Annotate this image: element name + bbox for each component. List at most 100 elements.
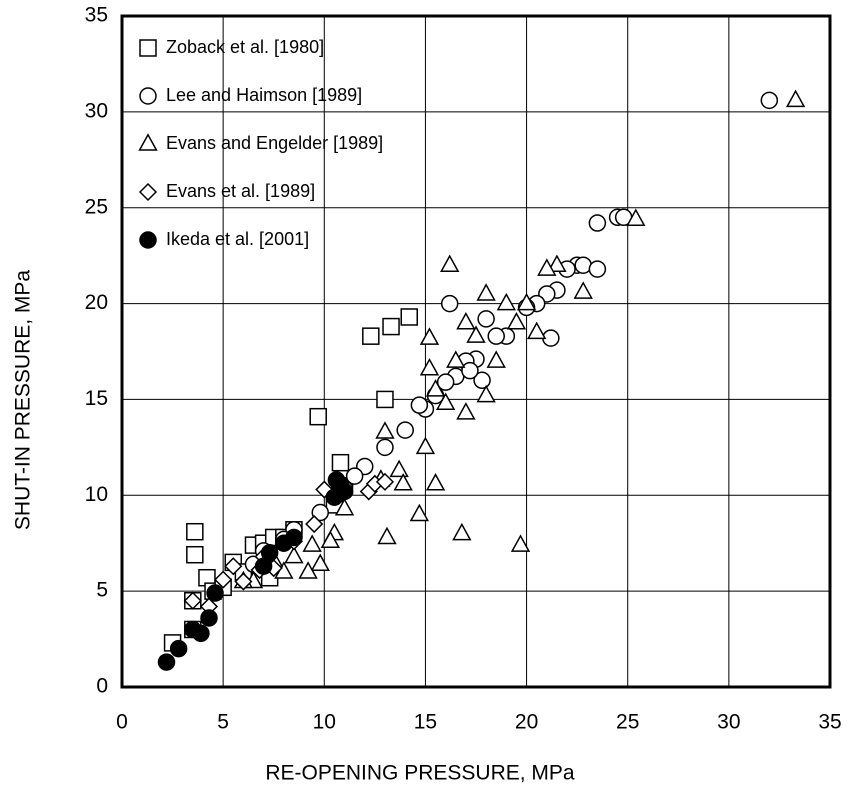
point — [382, 317, 400, 336]
point — [200, 609, 218, 627]
point — [419, 327, 440, 345]
point — [362, 327, 380, 345]
plot-frame — [120, 14, 832, 689]
point — [425, 379, 446, 397]
point — [456, 402, 476, 420]
point — [588, 260, 607, 278]
point — [186, 522, 204, 541]
point — [311, 503, 329, 522]
y-tick-label: 35 — [85, 4, 108, 27]
y-tick-label: 25 — [85, 195, 108, 218]
point — [496, 292, 517, 311]
y-tick-label: 20 — [85, 291, 108, 314]
y-tick-label: 0 — [96, 675, 108, 698]
point — [377, 526, 397, 545]
point — [284, 545, 304, 564]
x-tick-label: 0 — [116, 711, 128, 734]
y-axis-title: SHUT-IN PRESSURE, MPa — [12, 270, 35, 531]
point — [425, 473, 446, 491]
point — [435, 392, 456, 411]
legend-text: Zoback et al. [1980] — [166, 37, 324, 57]
y-tick-label: 15 — [85, 387, 108, 410]
point — [419, 358, 440, 376]
legend-text: Evans and Engelder [1989] — [166, 133, 383, 153]
x-tick-label: 20 — [515, 711, 538, 734]
point — [192, 624, 210, 643]
point — [327, 471, 346, 489]
point — [393, 473, 413, 491]
point — [320, 530, 341, 549]
y-tick-label: 10 — [85, 483, 108, 506]
point — [309, 407, 327, 426]
point — [516, 292, 537, 311]
point — [476, 283, 496, 301]
legend-marker — [138, 182, 158, 202]
point — [302, 534, 322, 552]
point — [760, 91, 779, 110]
point — [476, 384, 496, 403]
point — [510, 534, 531, 552]
point — [573, 281, 593, 299]
point — [506, 311, 527, 330]
point — [305, 514, 324, 534]
point — [376, 390, 394, 409]
legend-marker — [138, 133, 158, 151]
point — [415, 436, 436, 455]
point — [410, 396, 429, 414]
point — [487, 327, 505, 345]
point — [436, 373, 455, 391]
point — [473, 371, 491, 390]
legend-text: Lee and Haimson [1989] — [166, 85, 362, 105]
point — [456, 311, 476, 330]
x-tick-label: 5 — [217, 711, 229, 734]
point — [440, 294, 459, 313]
point — [206, 584, 224, 602]
point — [169, 639, 188, 658]
x-tick-label: 25 — [616, 711, 639, 734]
point — [389, 459, 409, 478]
point — [396, 421, 414, 439]
point — [157, 653, 176, 671]
y-tick-label: 30 — [85, 99, 108, 122]
plot-points — [157, 89, 806, 671]
legend-text: Ikeda et al. [2001] — [166, 229, 309, 249]
x-axis-title: RE-OPENING PRESSURE, MPa — [265, 762, 575, 785]
point — [285, 528, 303, 547]
legend-marker — [139, 87, 157, 105]
point — [260, 544, 279, 562]
point — [186, 545, 204, 564]
point — [345, 467, 364, 485]
point — [785, 89, 806, 108]
point — [547, 254, 567, 272]
point — [331, 453, 350, 472]
point — [461, 361, 479, 380]
point — [452, 522, 472, 541]
x-tick-label: 15 — [414, 711, 437, 734]
point — [375, 421, 395, 439]
point — [298, 561, 318, 579]
point — [466, 325, 486, 343]
point — [183, 591, 202, 610]
point — [334, 497, 355, 516]
point — [626, 208, 646, 226]
point — [588, 214, 607, 232]
point — [375, 472, 395, 491]
legend-marker — [139, 231, 157, 249]
point — [477, 310, 495, 328]
point — [310, 553, 330, 572]
point — [376, 438, 394, 457]
x-tick-label: 30 — [717, 711, 740, 734]
point — [486, 350, 506, 368]
point — [440, 254, 460, 272]
point — [527, 321, 547, 340]
legend-text: Evans et al. [1989] — [166, 181, 315, 201]
point — [446, 350, 466, 368]
point — [400, 308, 418, 326]
point — [234, 572, 253, 591]
point — [409, 503, 430, 522]
legend-marker — [139, 39, 157, 57]
y-tick-label: 5 — [96, 579, 108, 602]
point — [224, 557, 243, 576]
x-tick-label: 35 — [818, 711, 841, 734]
